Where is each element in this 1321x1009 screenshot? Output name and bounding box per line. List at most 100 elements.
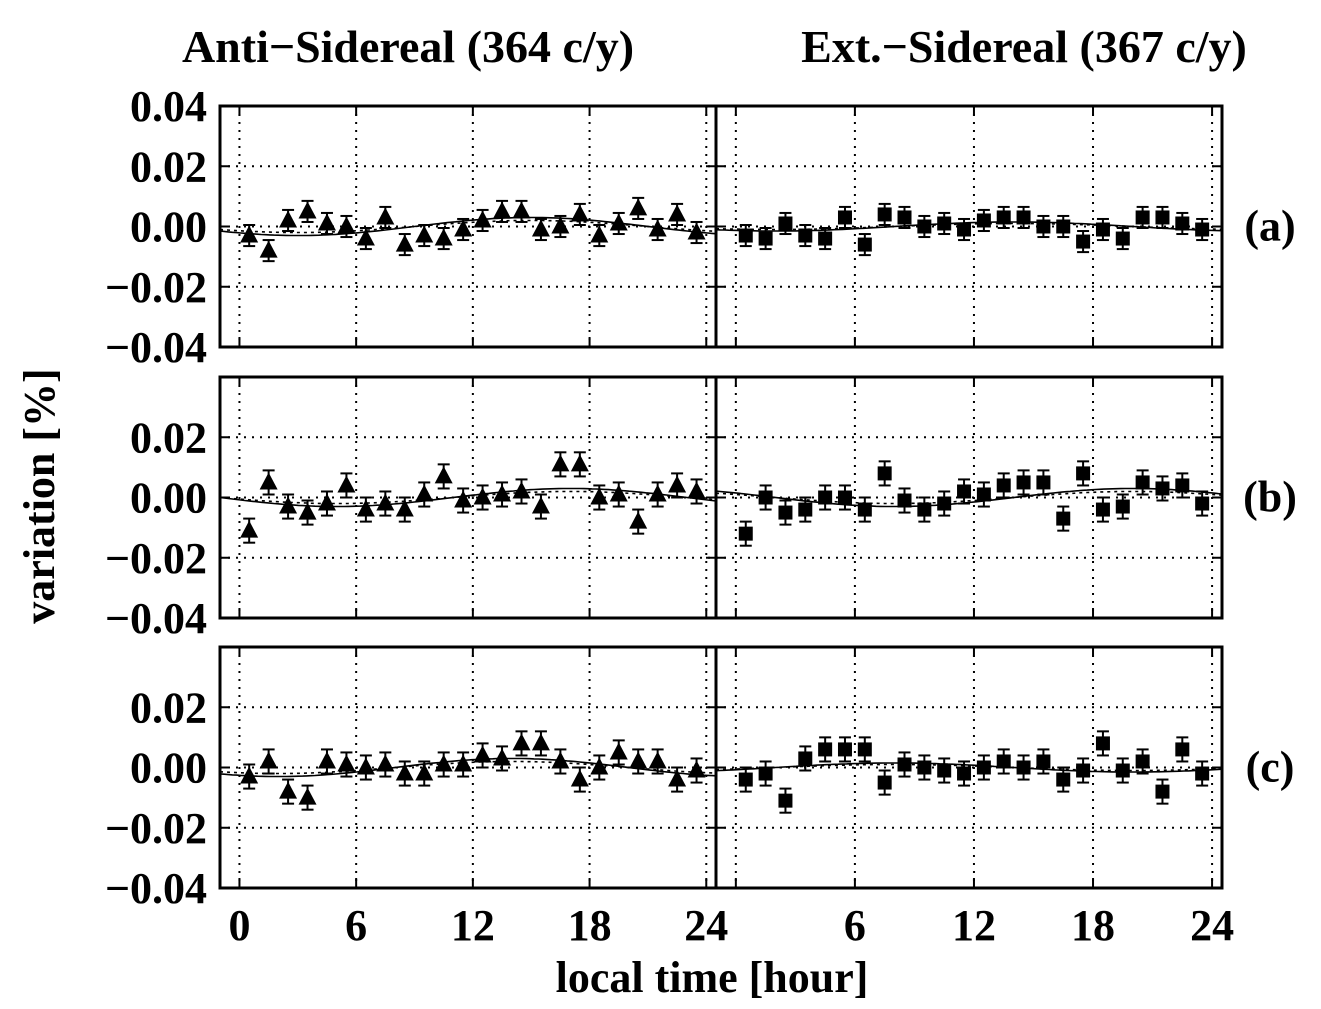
data-point-square: [798, 502, 813, 517]
data-point-triangle: [376, 207, 395, 225]
y-tick-label: −0.02: [105, 804, 207, 853]
data-point-square: [837, 490, 852, 505]
data-point-triangle: [512, 481, 531, 499]
data-point-square: [857, 742, 872, 757]
data-point-triangle: [551, 454, 570, 472]
data-point-triangle: [240, 766, 259, 784]
panel-label: (b): [1243, 473, 1297, 522]
data-point-square: [1076, 466, 1091, 481]
data-point-triangle: [687, 760, 706, 778]
data-point-triangle: [415, 763, 434, 781]
data-point-triangle: [454, 219, 473, 237]
data-point-square: [758, 490, 773, 505]
data-point-triangle: [240, 520, 259, 538]
data-point-triangle: [648, 484, 667, 502]
data-point-square: [976, 213, 991, 228]
data-point-triangle: [317, 493, 336, 511]
data-point-triangle: [570, 769, 589, 787]
data-point-square: [1076, 763, 1091, 778]
data-point-triangle: [259, 751, 278, 769]
data-point-square: [1135, 210, 1150, 225]
data-point-square: [1036, 475, 1051, 490]
data-point-square: [917, 219, 932, 234]
data-point-triangle: [434, 228, 453, 246]
data-point-square: [877, 466, 892, 481]
data-point-triangle: [473, 745, 492, 763]
data-point-triangle: [298, 502, 317, 520]
data-point-triangle: [590, 487, 609, 505]
data-point-square: [897, 493, 912, 508]
data-point-square: [1016, 210, 1031, 225]
x-tick-label: 12: [451, 901, 495, 950]
x-tick-label: 24: [1190, 901, 1234, 950]
data-point-triangle: [687, 222, 706, 240]
data-point-triangle: [531, 733, 550, 751]
data-point-square: [1036, 219, 1051, 234]
fit-curve-dotted: [715, 490, 1223, 505]
data-point-square: [1195, 766, 1210, 781]
y-tick-label: 0.00: [130, 203, 207, 252]
data-point-square: [996, 478, 1011, 493]
data-point-triangle: [668, 769, 687, 787]
data-point-triangle: [337, 475, 356, 493]
data-point-triangle: [609, 484, 628, 502]
data-point-triangle: [298, 787, 317, 805]
data-point-square: [1016, 760, 1031, 775]
fit-curve-dotted: [219, 219, 717, 234]
x-tick-label: 12: [952, 901, 996, 950]
panel-2-1: 0.02 0.00 −0.02 −0.04: [105, 375, 718, 643]
data-point-square: [1095, 502, 1110, 517]
y-tick-label: −0.04: [105, 864, 207, 913]
data-point-square: [1056, 219, 1071, 234]
data-point-triangle: [259, 240, 278, 258]
data-point-triangle: [629, 511, 648, 529]
data-point-square: [1155, 784, 1170, 799]
data-point-triangle: [648, 219, 667, 237]
panel-label: (a): [1244, 202, 1295, 251]
panel-3-1: 0.02 0.00 −0.02 −0.04 0 6 12 18 24: [105, 645, 728, 950]
data-point-triangle: [259, 472, 278, 490]
data-point-triangle: [240, 225, 259, 243]
data-point-triangle: [337, 216, 356, 234]
data-point-square: [937, 763, 952, 778]
data-point-square: [818, 742, 833, 757]
data-point-triangle: [279, 496, 298, 514]
data-point-square: [1076, 234, 1091, 249]
data-point-square: [758, 766, 773, 781]
data-point-triangle: [473, 210, 492, 228]
data-point-square: [877, 775, 892, 790]
data-point-square: [1195, 222, 1210, 237]
data-point-triangle: [668, 475, 687, 493]
data-point-triangle: [395, 234, 414, 252]
data-point-square: [1155, 210, 1170, 225]
data-point-square: [778, 216, 793, 231]
data-point-square: [798, 751, 813, 766]
data-point-square: [1135, 475, 1150, 490]
data-point-triangle: [298, 201, 317, 219]
data-point-square: [1175, 216, 1190, 231]
data-point-square: [1195, 496, 1210, 511]
data-point-square: [1036, 754, 1051, 769]
data-point-square: [1175, 478, 1190, 493]
chart-panels: 0.04 0.02 0.00 −0.02 −0.04 (a) 0.02 0.00 −0.02 −0…: [105, 82, 1297, 950]
data-point-square: [778, 793, 793, 808]
title-anti-sidereal: Anti−Sidereal (364 c/y): [182, 21, 634, 72]
data-point-triangle: [279, 781, 298, 799]
data-point-square: [937, 496, 952, 511]
data-point-square: [818, 231, 833, 246]
data-point-square: [917, 760, 932, 775]
data-point-triangle: [317, 751, 336, 769]
data-point-square: [1115, 499, 1130, 514]
data-point-square: [957, 484, 972, 499]
data-point-triangle: [356, 499, 375, 517]
data-point-square: [1135, 754, 1150, 769]
data-point-triangle: [356, 228, 375, 246]
data-point-square: [857, 502, 872, 517]
data-point-triangle: [395, 499, 414, 517]
data-point-triangle: [376, 754, 395, 772]
data-point-square: [798, 228, 813, 243]
data-point-square: [976, 487, 991, 502]
data-point-square: [1115, 231, 1130, 246]
data-point-triangle: [531, 219, 550, 237]
